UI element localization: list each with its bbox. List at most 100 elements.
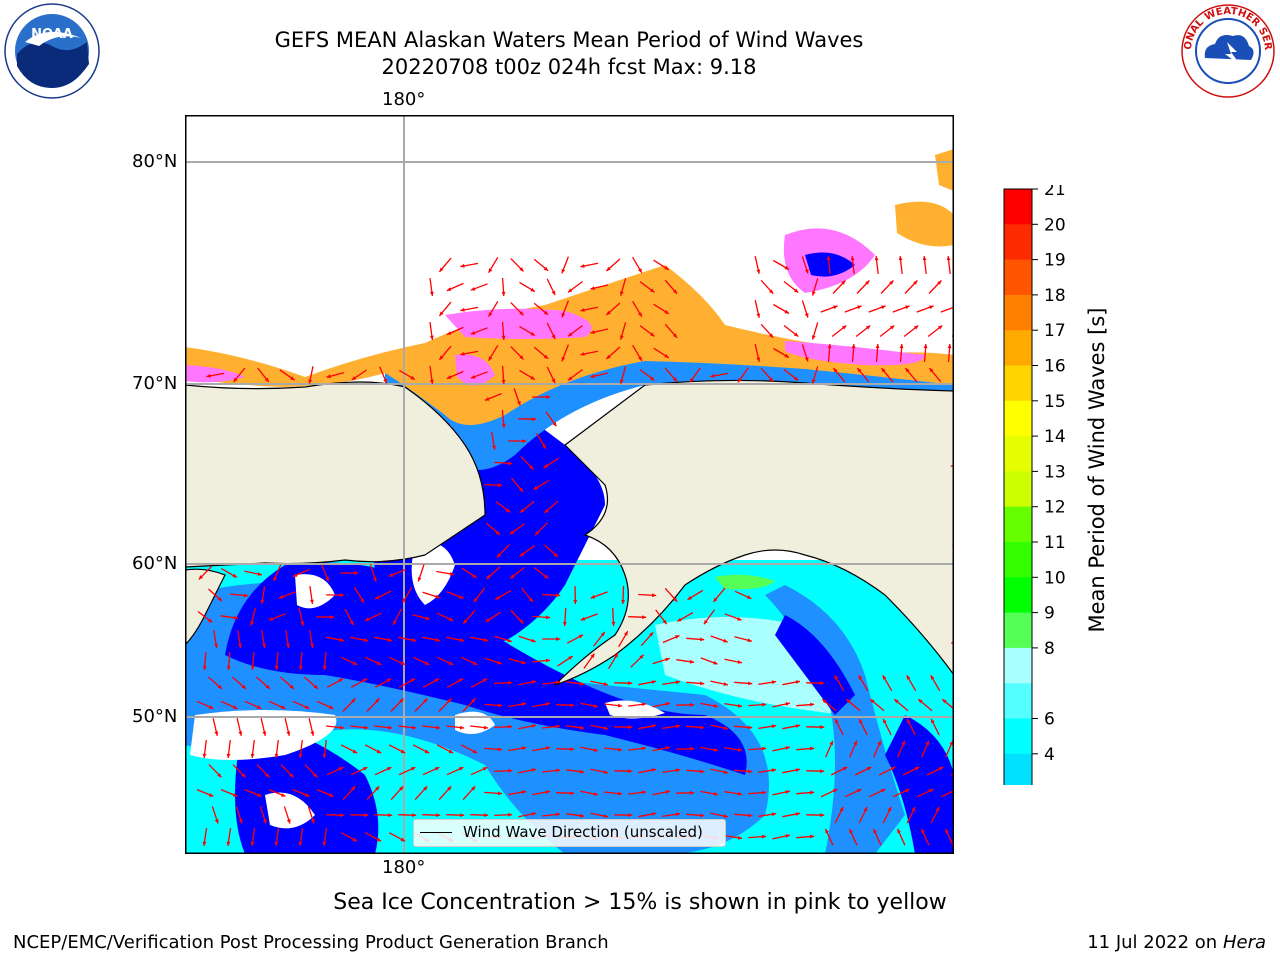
- colorbar-tick-label: 8: [1044, 639, 1055, 659]
- colorbar-blocks: [1003, 188, 1033, 854]
- wind-wave-arrow: [754, 344, 761, 362]
- wind-wave-arrow: [605, 302, 621, 316]
- wind-wave-arrow: [519, 545, 535, 557]
- wind-wave-arrow: [653, 303, 670, 315]
- wind-wave-arrow: [734, 769, 753, 774]
- wind-wave-arrow: [638, 724, 657, 730]
- wind-wave-arrow: [369, 564, 377, 582]
- wind-wave-arrow: [350, 813, 369, 818]
- wind-wave-arrow: [438, 345, 452, 361]
- wind-wave-arrow: [664, 367, 678, 383]
- wind-wave-arrow: [470, 283, 488, 291]
- wind-wave-arrow: [904, 367, 918, 383]
- wind-wave-arrow: [875, 343, 880, 363]
- wind-wave-arrow: [856, 367, 870, 383]
- wind-wave-arrow: [292, 700, 310, 710]
- wind-wave-arrow: [196, 788, 214, 798]
- wind-wave-arrow: [226, 740, 231, 758]
- wind-wave-arrow: [758, 768, 777, 774]
- wind-wave-arrow: [518, 635, 536, 643]
- wind-wave-arrow: [485, 522, 501, 536]
- wind-wave-arrow: [820, 305, 838, 313]
- wind-wave-arrow: [542, 593, 561, 598]
- map-panel: [185, 115, 954, 854]
- wind-wave-arrow: [462, 785, 476, 801]
- wind-wave-arrow: [470, 766, 488, 776]
- wind-wave-arrow: [834, 718, 844, 736]
- colorbar-tick-label: 16: [1044, 357, 1066, 377]
- wind-wave-arrow: [460, 744, 478, 754]
- wind-wave-arrow: [605, 346, 621, 360]
- colorbar-block: [1004, 718, 1032, 755]
- wind-wave-arrow: [508, 702, 527, 708]
- wind-wave-arrow: [446, 725, 465, 730]
- wind-wave-arrow: [460, 262, 479, 268]
- wind-wave-arrow: [268, 788, 286, 798]
- wind-wave-arrow: [244, 570, 263, 576]
- wind-wave-arrow: [374, 766, 392, 776]
- wind-wave-arrow: [858, 718, 868, 736]
- wind-wave-arrow: [754, 256, 761, 274]
- wind-wave-arrow: [628, 746, 647, 751]
- map-canvas: [185, 115, 954, 854]
- colorbar-block: [1004, 471, 1032, 508]
- wind-wave-arrow: [855, 324, 871, 338]
- wind-wave-arrow: [724, 613, 742, 621]
- wind-wave-arrow: [920, 828, 930, 846]
- wind-wave-arrow: [508, 439, 527, 443]
- wind-wave-arrow: [676, 790, 695, 795]
- wind-wave-arrow: [207, 588, 223, 602]
- wind-wave-arrow: [292, 788, 310, 798]
- wind-wave-arrow: [285, 629, 290, 649]
- wind-wave-arrow: [893, 698, 909, 712]
- wind-wave-arrow: [446, 590, 464, 600]
- wind-wave-arrow: [250, 608, 256, 626]
- wind-wave-arrow: [226, 828, 232, 846]
- wind-wave-arrow: [532, 702, 551, 708]
- wind-wave-arrow: [590, 591, 608, 599]
- sea-ice-pink: [445, 308, 592, 339]
- wind-wave-arrow: [825, 740, 834, 758]
- wind-wave-arrow: [429, 366, 434, 384]
- wind-wave-arrow: [806, 681, 825, 686]
- wind-wave-arrow: [543, 457, 560, 469]
- wind-wave-arrow: [562, 607, 567, 627]
- wind-wave-arrow: [542, 680, 561, 685]
- colorbar-block: [1004, 330, 1032, 366]
- nws-logo: NATIONAL WEATHER SERVICE: [1175, 0, 1277, 104]
- wind-wave-arrow: [639, 369, 655, 381]
- wind-wave-arrow: [446, 678, 464, 688]
- wind-wave-arrow: [260, 718, 267, 736]
- wind-wave-arrow: [620, 322, 627, 340]
- wind-wave-arrow: [628, 790, 647, 795]
- wind-wave-arrow: [304, 764, 318, 778]
- land-kamchatka: [185, 568, 226, 646]
- wind-wave-arrow: [628, 615, 647, 620]
- wind-wave-arrow: [220, 615, 239, 620]
- wind-wave-arrow: [278, 591, 296, 599]
- wind-wave-arrow: [436, 570, 455, 576]
- colorbar-tick-label: 6: [1044, 710, 1055, 730]
- wind-wave-arrow: [518, 724, 537, 730]
- wind-wave-arrow: [470, 725, 489, 730]
- wind-wave-arrow: [628, 702, 647, 707]
- wind-wave-arrow: [340, 744, 358, 754]
- wind-wave-arrow: [801, 256, 809, 274]
- wind-wave-arrow: [734, 590, 752, 600]
- wind-wave-arrow: [542, 812, 561, 817]
- wind-wave-arrow: [844, 788, 862, 798]
- colorbar: 21201918171615141312111098642: [1000, 180, 1090, 854]
- wind-wave-arrow: [388, 656, 406, 666]
- wind-wave-arrow: [533, 566, 549, 580]
- wind-wave-arrow: [590, 328, 609, 334]
- wind-wave-arrow: [438, 301, 452, 317]
- wind-wave-arrow: [906, 674, 917, 692]
- wind-wave-arrow: [858, 806, 868, 824]
- wind-wave-arrow: [567, 325, 583, 337]
- wind-wave-arrow: [748, 790, 767, 795]
- wind-wave-arrow: [366, 785, 380, 801]
- wind-wave-arrow: [614, 813, 633, 817]
- wind-wave-arrow: [398, 636, 417, 642]
- wind-wave-arrow: [351, 369, 367, 381]
- wind-wave-arrow: [388, 744, 406, 754]
